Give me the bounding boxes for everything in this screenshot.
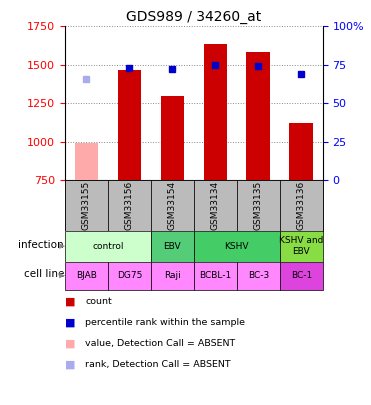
Text: BC-1: BC-1 (290, 271, 312, 280)
Text: GSM33136: GSM33136 (297, 181, 306, 230)
Bar (237, 262, 280, 290)
Title: GDS989 / 34260_at: GDS989 / 34260_at (126, 10, 262, 24)
Bar (65, 180, 108, 231)
Text: GSM33134: GSM33134 (211, 181, 220, 230)
Text: cell line: cell line (24, 269, 64, 279)
Text: ■: ■ (65, 339, 75, 349)
Bar (151, 262, 194, 290)
Bar (246, 52, 270, 180)
Bar (108, 180, 151, 231)
Bar (194, 231, 280, 262)
Bar (151, 231, 194, 262)
Text: ■: ■ (65, 360, 75, 370)
Bar (65, 231, 151, 262)
Bar (194, 180, 237, 231)
Text: GSM33154: GSM33154 (168, 181, 177, 230)
Bar (237, 180, 280, 231)
Bar (65, 262, 108, 290)
Text: BCBL-1: BCBL-1 (199, 271, 232, 280)
Text: GSM33135: GSM33135 (254, 181, 263, 230)
Text: Raji: Raji (164, 271, 181, 280)
Text: infection: infection (19, 240, 64, 249)
Text: value, Detection Call = ABSENT: value, Detection Call = ABSENT (85, 339, 236, 348)
Bar (75, 143, 98, 180)
Text: control: control (92, 242, 124, 251)
Text: KSHV: KSHV (224, 242, 249, 251)
Text: GSM33155: GSM33155 (82, 181, 91, 230)
Bar (108, 262, 151, 290)
Text: percentile rank within the sample: percentile rank within the sample (85, 318, 245, 327)
Text: DG75: DG75 (117, 271, 142, 280)
Text: ■: ■ (65, 297, 75, 307)
Bar (118, 70, 141, 180)
Text: BJAB: BJAB (76, 271, 97, 280)
Bar (280, 262, 323, 290)
Text: GSM33156: GSM33156 (125, 181, 134, 230)
Bar (280, 180, 323, 231)
Bar (151, 180, 194, 231)
Bar (289, 124, 313, 180)
Text: rank, Detection Call = ABSENT: rank, Detection Call = ABSENT (85, 360, 231, 369)
Bar (280, 231, 323, 262)
Text: KSHV and
EBV: KSHV and EBV (279, 237, 324, 256)
Text: count: count (85, 297, 112, 306)
Text: EBV: EBV (164, 242, 181, 251)
Bar (204, 44, 227, 180)
Text: ■: ■ (65, 318, 75, 328)
Bar (194, 262, 237, 290)
Text: BC-3: BC-3 (248, 271, 269, 280)
Bar (161, 96, 184, 180)
